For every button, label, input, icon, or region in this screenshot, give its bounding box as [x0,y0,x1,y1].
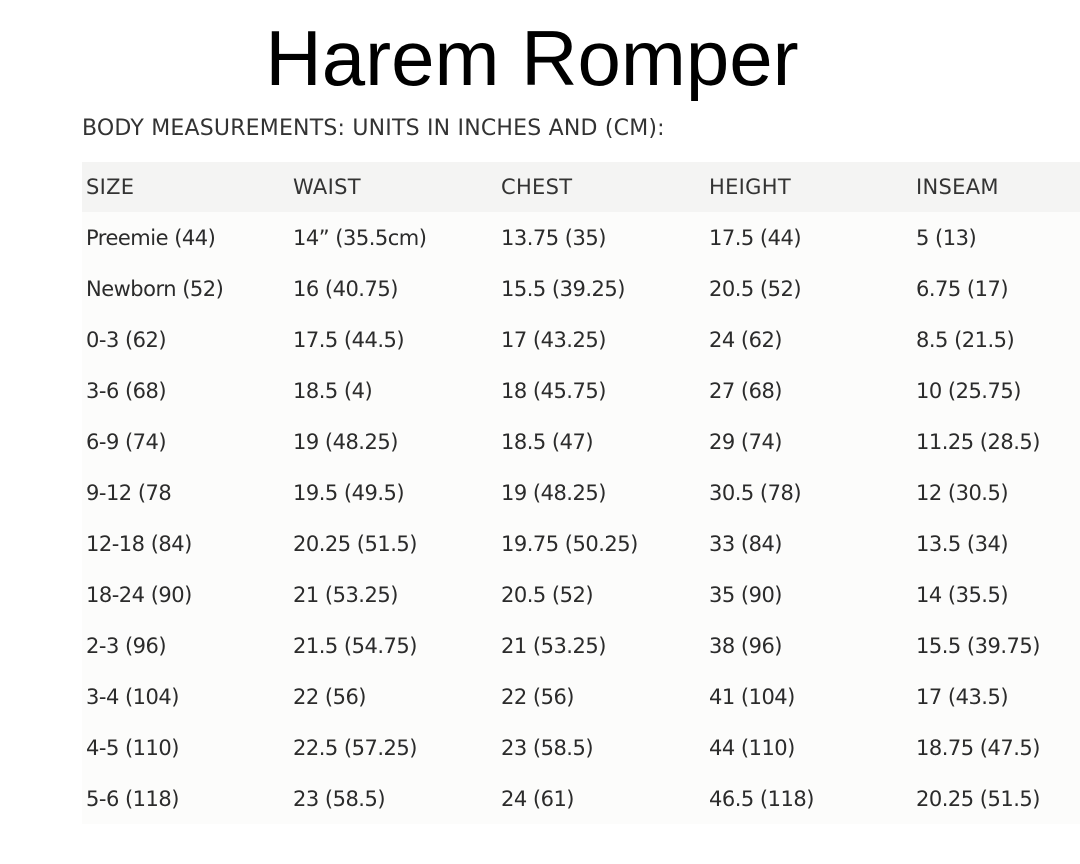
table-row: 2-3 (96) 21.5 (54.75) 21 (53.25) 38 (96) 15.… [82,620,1080,671]
cell-inseam: 17 (43.5) [916,684,1009,709]
table-row: 12-18 (84) 20.25 (51.5) 19.75 (50.25) 33 (8… [82,518,1080,569]
header-size: SIZE [86,175,135,199]
cell-size: 5-6 (118) [86,786,179,811]
table-row: 9-12 (78 19.5 (49.5) 19 (48.25) 30.5 (78) 12… [82,467,1080,518]
header-chest: CHEST [501,175,573,199]
cell-waist: 21.5 (54.75) [293,633,417,658]
table-row: 3-6 (68) 18.5 (4) 18 (45.75) 27 (68) 10 (25.… [82,365,1080,416]
size-chart-table: SIZE WAIST CHEST HEIGHT INSEAM Preemie (… [82,162,1080,824]
cell-inseam: 13.5 (34) [916,531,1009,556]
cell-height: 24 (62) [709,327,783,352]
cell-waist: 16 (40.75) [293,276,398,301]
cell-inseam: 6.75 (17) [916,276,1009,301]
table-row: Preemie (44) 14” (35.5cm) 13.75 (35) 17.5 (… [82,212,1080,263]
cell-waist: 22.5 (57.25) [293,735,417,760]
header-height: HEIGHT [709,175,791,199]
cell-chest: 18 (45.75) [501,378,606,403]
cell-height: 46.5 (118) [709,786,814,811]
cell-waist: 22 (56) [293,684,367,709]
cell-inseam: 20.25 (51.5) [916,786,1040,811]
cell-inseam: 12 (30.5) [916,480,1009,505]
table-row: 5-6 (118) 23 (58.5) 24 (61) 46.5 (118) 20.25… [82,773,1080,824]
header-waist: WAIST [293,175,361,199]
cell-height: 20.5 (52) [709,276,802,301]
table-caption: BODY MEASUREMENTS: UNITS IN INCHES AND (… [82,116,665,141]
cell-chest: 17 (43.25) [501,327,606,352]
cell-chest: 13.75 (35) [501,225,606,250]
table-row: Newborn (52) 16 (40.75) 15.5 (39.25) 20.5 (… [82,263,1080,314]
cell-height: 44 (110) [709,735,795,760]
table-header-row: SIZE WAIST CHEST HEIGHT INSEAM [82,162,1080,212]
cell-waist: 18.5 (4) [293,378,373,403]
cell-waist: 14” (35.5cm) [293,225,427,250]
cell-inseam: 18.75 (47.5) [916,735,1040,760]
cell-height: 27 (68) [709,378,783,403]
cell-chest: 18.5 (47) [501,429,594,454]
cell-inseam: 8.5 (21.5) [916,327,1015,352]
table-row: 3-4 (104) 22 (56) 22 (56) 41 (104) 17 (43.5) [82,671,1080,722]
cell-height: 33 (84) [709,531,783,556]
cell-height: 35 (90) [709,582,783,607]
cell-height: 29 (74) [709,429,783,454]
cell-size: 9-12 (78 [86,480,172,505]
cell-chest: 19 (48.25) [501,480,606,505]
cell-waist: 20.25 (51.5) [293,531,417,556]
table-row: 6-9 (74) 19 (48.25) 18.5 (47) 29 (74) 11.25 … [82,416,1080,467]
cell-waist: 19 (48.25) [293,429,398,454]
cell-size: 18-24 (90) [86,582,192,607]
cell-inseam: 11.25 (28.5) [916,429,1040,454]
cell-size: 0-3 (62) [86,327,167,352]
cell-height: 38 (96) [709,633,783,658]
table-row: 4-5 (110) 22.5 (57.25) 23 (58.5) 44 (110) 18… [82,722,1080,773]
cell-waist: 19.5 (49.5) [293,480,405,505]
cell-size: 3-4 (104) [86,684,179,709]
cell-chest: 19.75 (50.25) [501,531,638,556]
cell-inseam: 14 (35.5) [916,582,1009,607]
cell-height: 30.5 (78) [709,480,802,505]
cell-size: 12-18 (84) [86,531,192,556]
table-row: 0-3 (62) 17.5 (44.5) 17 (43.25) 24 (62) 8.5 … [82,314,1080,365]
cell-height: 17.5 (44) [709,225,802,250]
cell-height: 41 (104) [709,684,795,709]
cell-chest: 15.5 (39.25) [501,276,625,301]
cell-size: 4-5 (110) [86,735,179,760]
cell-size: 2-3 (96) [86,633,167,658]
cell-chest: 20.5 (52) [501,582,594,607]
cell-size: Newborn (52) [86,276,224,301]
cell-chest: 22 (56) [501,684,575,709]
cell-waist: 21 (53.25) [293,582,398,607]
cell-size: Preemie (44) [86,225,216,250]
page-title: Harem Romper [265,14,799,102]
cell-chest: 23 (58.5) [501,735,594,760]
cell-waist: 17.5 (44.5) [293,327,405,352]
cell-chest: 24 (61) [501,786,575,811]
cell-chest: 21 (53.25) [501,633,606,658]
header-inseam: INSEAM [916,175,999,199]
table-row: 18-24 (90) 21 (53.25) 20.5 (52) 35 (90) 14 (… [82,569,1080,620]
cell-inseam: 15.5 (39.75) [916,633,1040,658]
cell-inseam: 10 (25.75) [916,378,1021,403]
cell-waist: 23 (58.5) [293,786,386,811]
cell-size: 3-6 (68) [86,378,167,403]
cell-inseam: 5 (13) [916,225,977,250]
cell-size: 6-9 (74) [86,429,167,454]
